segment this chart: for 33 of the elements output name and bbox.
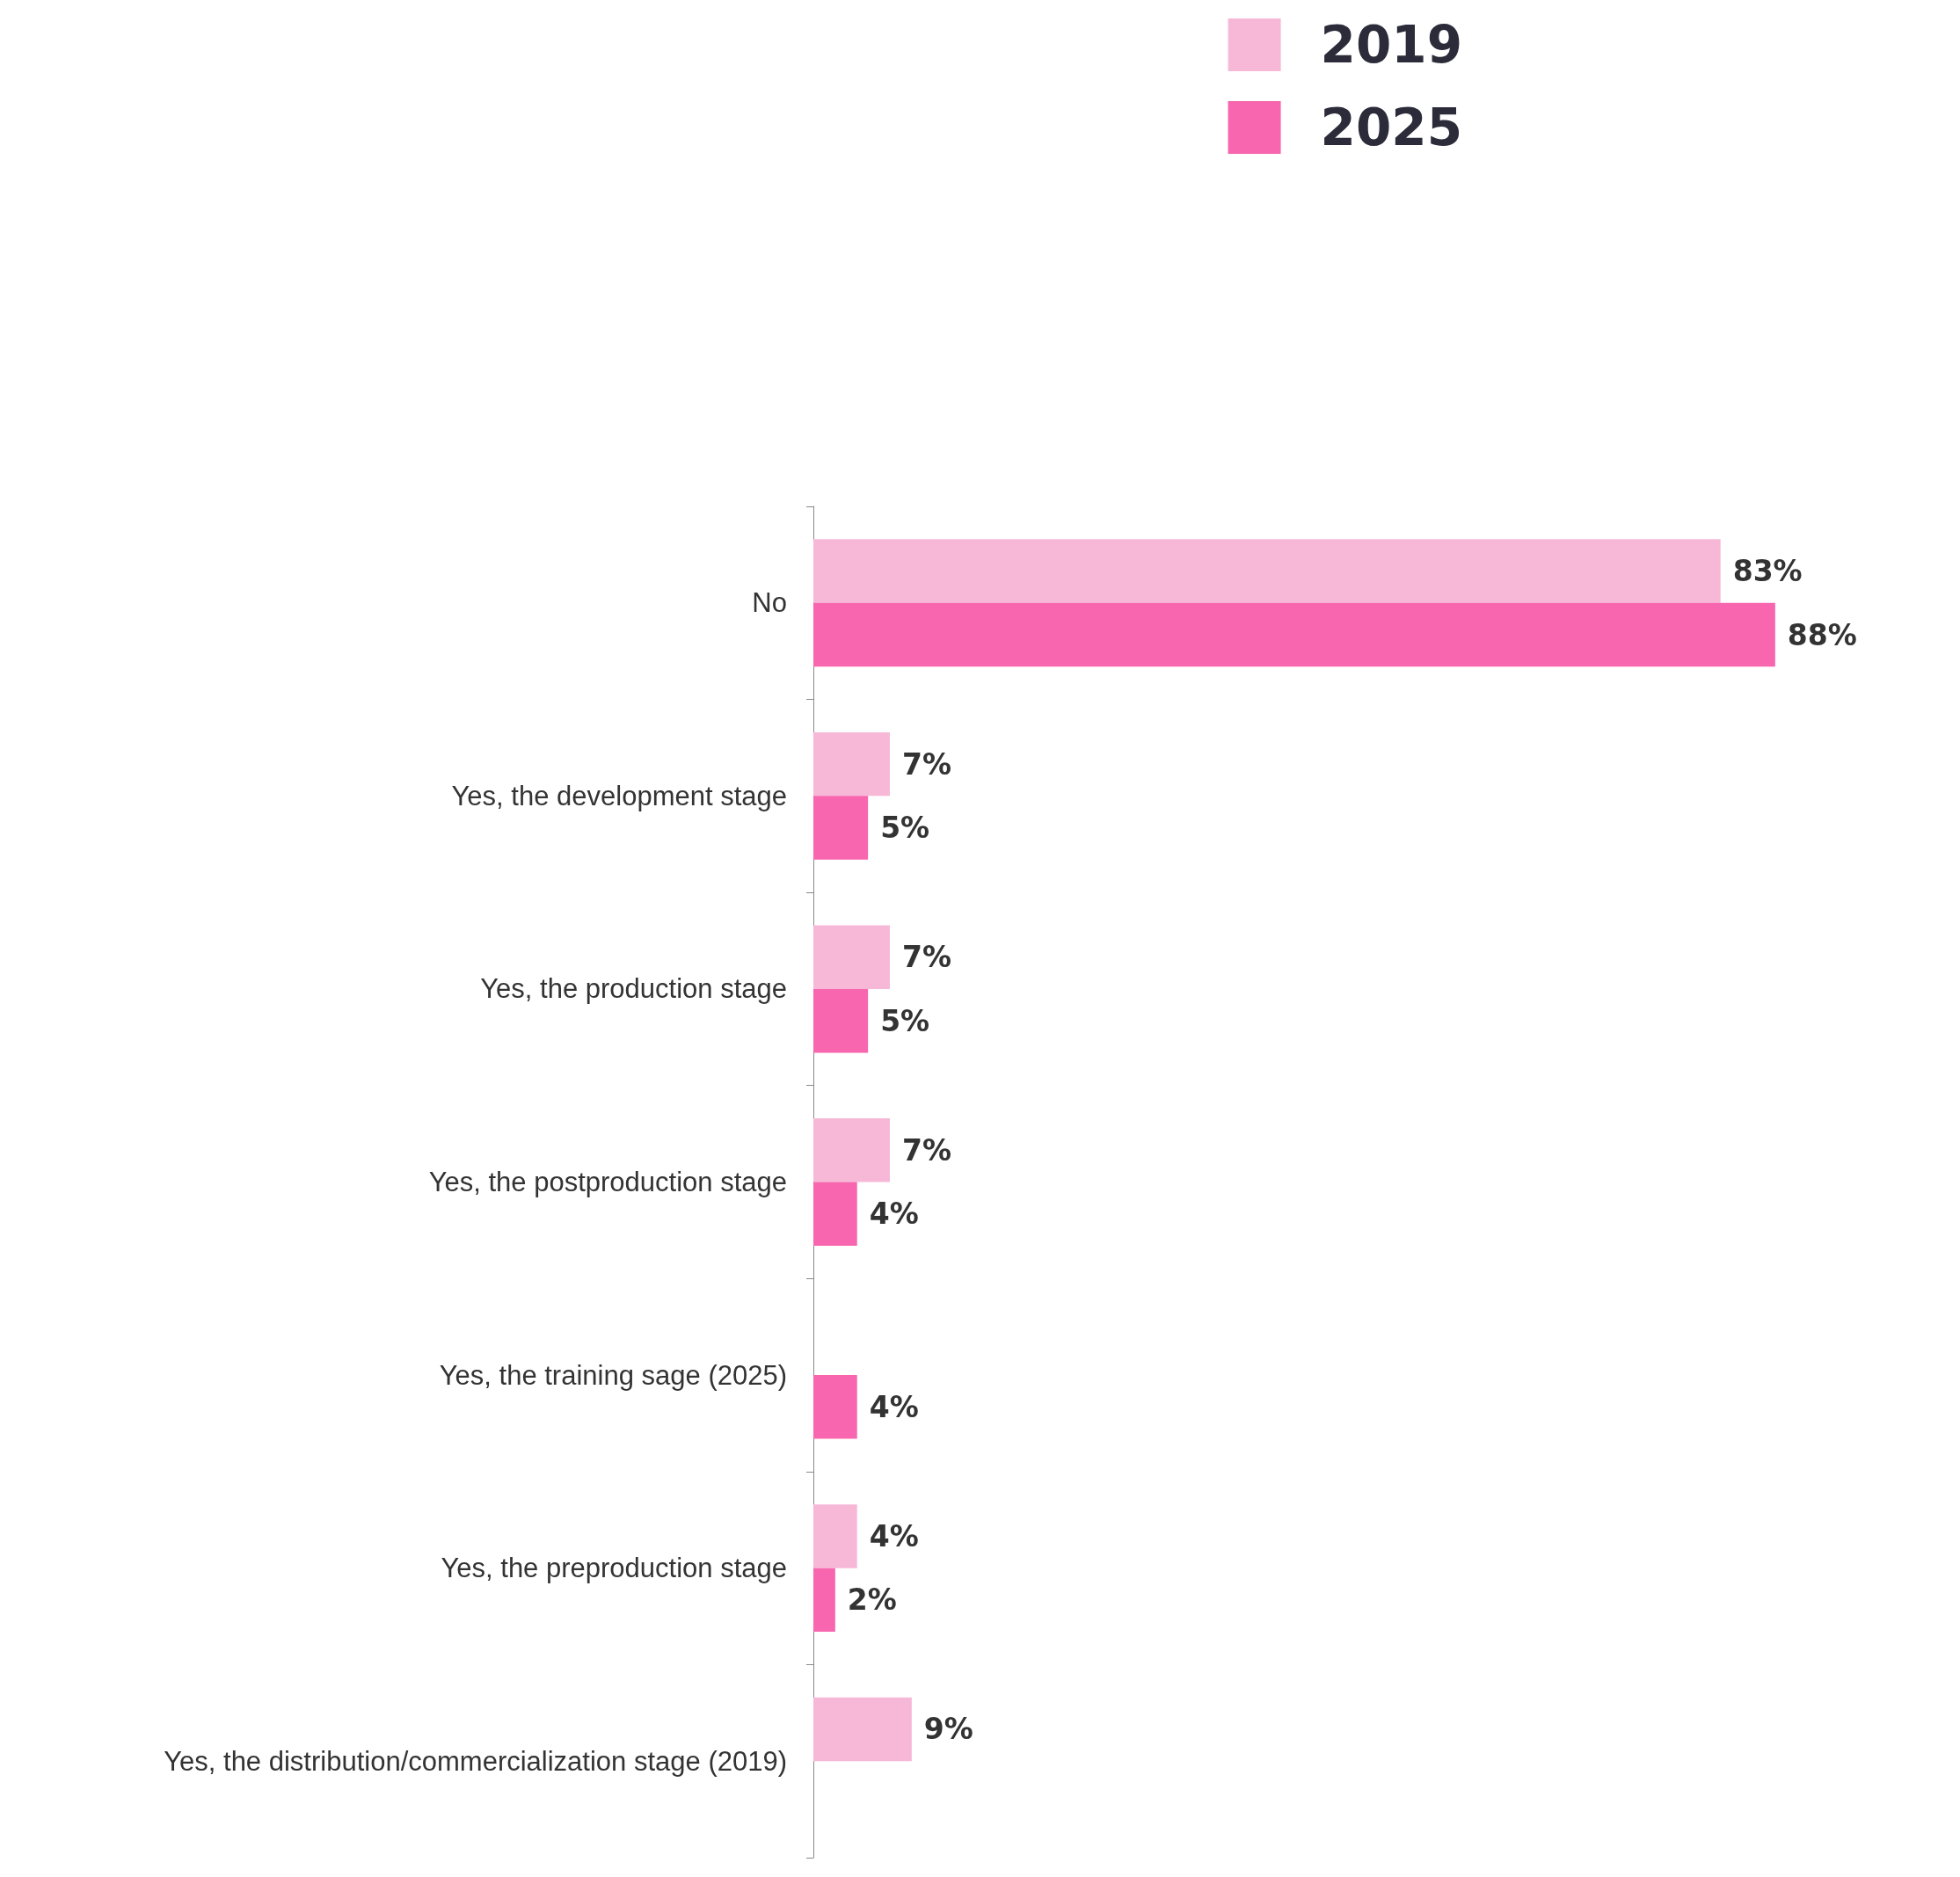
y-tick-label: Yes, the postproduction stage — [428, 1167, 787, 1197]
data-label: 2% — [847, 1582, 897, 1618]
bar — [813, 1568, 835, 1633]
data-label: 4% — [869, 1389, 919, 1424]
data-label: 7% — [902, 746, 952, 782]
y-tick-label: No — [752, 587, 787, 619]
bar — [813, 925, 891, 989]
bar — [813, 796, 869, 860]
data-label: 9% — [923, 1712, 973, 1747]
bar — [813, 1697, 912, 1762]
data-label: 5% — [880, 1003, 930, 1038]
bar — [813, 1375, 857, 1439]
data-label: 7% — [902, 940, 952, 975]
legend-label: 2019 — [1320, 15, 1463, 75]
bar — [813, 539, 1721, 603]
data-label: 4% — [869, 1197, 919, 1232]
y-tick-label: Yes, the training sage (2025) — [439, 1359, 787, 1391]
bar — [813, 731, 891, 797]
y-tick-label: Yes, the development stage — [451, 780, 787, 811]
legend-label: 2025 — [1320, 98, 1463, 157]
y-tick-label: Yes, the preproduction stage — [441, 1553, 787, 1584]
data-label: 83% — [1732, 554, 1803, 589]
bar — [813, 1182, 857, 1246]
bar — [813, 602, 1775, 667]
data-label: 5% — [880, 811, 930, 846]
data-label: 7% — [902, 1132, 952, 1168]
bar — [813, 988, 869, 1053]
y-tick-label: Yes, the distribution/commercialization stage (2019) — [164, 1745, 787, 1777]
bar — [813, 1118, 891, 1182]
data-label: 88% — [1787, 617, 1857, 652]
bar — [813, 1504, 857, 1568]
y-tick-label: Yes, the production stage — [480, 973, 787, 1005]
data-label: 4% — [869, 1518, 919, 1553]
